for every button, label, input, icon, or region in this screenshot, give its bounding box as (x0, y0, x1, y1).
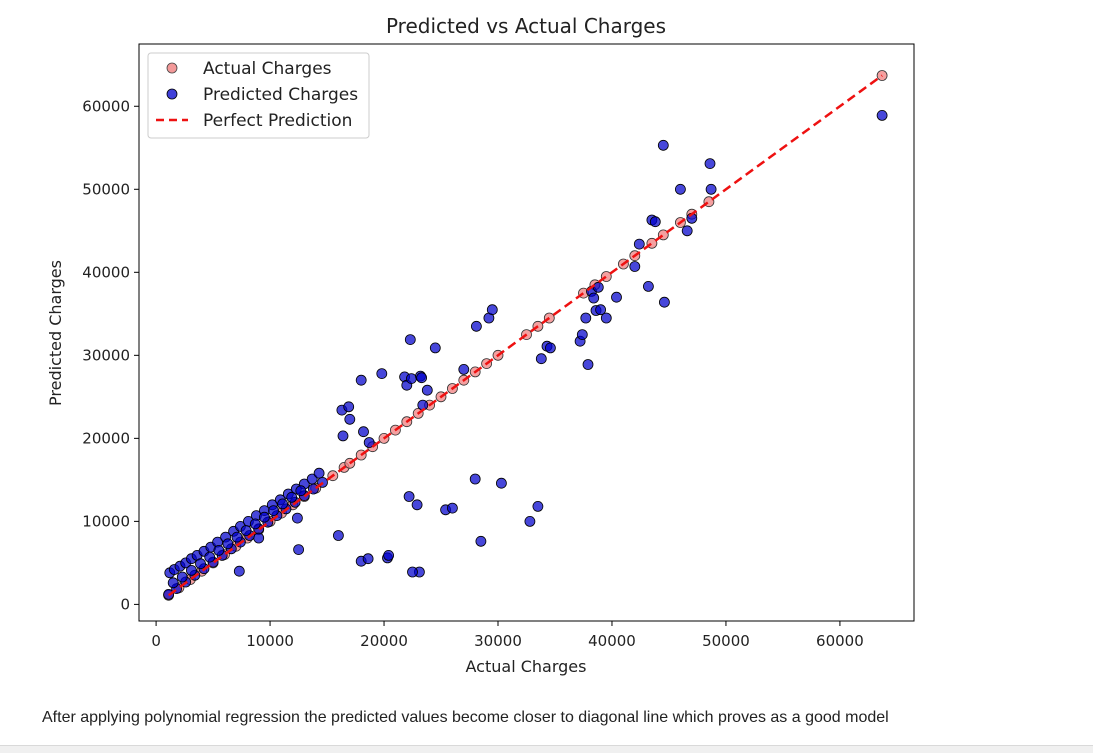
predicted-point (295, 485, 307, 497)
predicted-point (545, 342, 556, 354)
predicted-point (659, 296, 670, 308)
predicted-point (337, 430, 349, 442)
predicted-point (195, 558, 206, 570)
predicted-point (404, 334, 416, 346)
chart-title: Predicted vs Actual Charges (386, 14, 666, 38)
y-axis-label: Predicted Charges (46, 260, 65, 406)
predicted-point (633, 238, 645, 250)
predicted-point (675, 183, 686, 195)
x-axis-label: Actual Charges (466, 657, 587, 676)
predicted-point (268, 505, 279, 517)
predicted-point (167, 577, 179, 589)
predicted-point (611, 291, 622, 303)
predicted-point (362, 553, 374, 565)
predicted-point (291, 512, 303, 524)
predicted-point (576, 329, 588, 341)
predicted-point (649, 216, 661, 228)
predicted-point (204, 551, 216, 563)
axes-layer: 0 10000 20000 30000 40000 50000 60000 0 10000 200… (82, 97, 863, 650)
predicted-point (629, 261, 641, 272)
predicted-point (411, 499, 423, 511)
predicted-point (600, 312, 612, 324)
predicted-point (231, 531, 243, 543)
predicted-point (222, 538, 234, 550)
y-tick-label: 40000 (82, 263, 130, 281)
legend-label-predicted: Predicted Charges (203, 85, 358, 105)
predicted-point (286, 491, 298, 503)
predicted-point (405, 373, 417, 385)
predicted-point (355, 374, 367, 386)
predicted-point (876, 110, 888, 121)
legend-marker-predicted (166, 88, 178, 100)
y-tick-label: 0 (120, 595, 130, 613)
actual-point (876, 70, 888, 81)
predicted-point (258, 511, 270, 523)
predicted-point (657, 139, 669, 151)
bottom-divider (0, 745, 1093, 753)
predicted-point (470, 320, 482, 332)
predicted-point (495, 477, 507, 489)
points-layer (163, 70, 888, 601)
predicted-point (535, 353, 547, 365)
predicted-point (486, 304, 498, 316)
predicted-point (213, 545, 225, 556)
legend-box (147, 52, 370, 139)
predicted-point (582, 359, 594, 370)
predicted-point (429, 342, 441, 354)
predicted-point (469, 473, 481, 485)
predicted-point (588, 292, 600, 304)
predicted-point (185, 565, 197, 576)
predicted-point (446, 502, 458, 514)
predicted-point (313, 467, 325, 479)
predicted-point (458, 363, 470, 375)
predicted-point (293, 544, 305, 555)
caption-text: After applying polynomial regression the… (42, 709, 889, 726)
predicted-point (376, 368, 388, 380)
predicted-point (592, 281, 604, 293)
predicted-point (524, 516, 536, 527)
predicted-point (332, 530, 344, 541)
y-tick-label: 50000 (82, 180, 130, 198)
predicted-point (240, 525, 252, 536)
predicted-point (681, 225, 693, 237)
legend-marker-actual (166, 62, 178, 74)
scatter-chart: 0 10000 20000 30000 40000 50000 60000 0 10000 200… (46, 14, 915, 676)
predicted-point (343, 401, 355, 413)
predicted-point (383, 550, 395, 561)
predicted-point (253, 532, 265, 544)
predicted-point (643, 280, 654, 292)
predicted-point (344, 413, 356, 425)
x-tick-label: 0 (151, 632, 161, 650)
y-tick-label: 10000 (82, 512, 130, 530)
predicted-point (532, 500, 544, 512)
predicted-point (704, 158, 716, 170)
x-tick-label: 50000 (702, 632, 750, 650)
predicted-point (176, 571, 188, 583)
predicted-point (475, 535, 487, 547)
predicted-point (705, 183, 717, 195)
perfect-prediction-line (167, 74, 883, 597)
predicted-point (363, 437, 375, 448)
x-tick-label: 40000 (588, 632, 636, 650)
legend: Actual Charges Predicted Charges Perfect… (147, 52, 370, 139)
predicted-point (358, 426, 369, 438)
legend-label-perfect: Perfect Prediction (203, 111, 352, 131)
y-tick-label: 60000 (82, 97, 130, 115)
predicted-point (407, 566, 418, 578)
predicted-point (595, 304, 606, 316)
predicted-point (580, 312, 592, 324)
predicted-point (421, 384, 433, 396)
predicted-point (277, 498, 289, 510)
x-tick-label: 60000 (816, 632, 864, 650)
x-tick-label: 20000 (360, 632, 408, 650)
predicted-point (416, 372, 428, 384)
predicted-point (249, 518, 261, 530)
predicted-point (233, 565, 245, 577)
legend-label-actual: Actual Charges (203, 59, 332, 79)
y-tick-label: 20000 (82, 429, 130, 447)
predicted-point (403, 491, 415, 502)
y-tick-label: 30000 (82, 346, 130, 364)
x-tick-label: 10000 (246, 632, 294, 650)
x-tick-label: 30000 (474, 632, 522, 650)
